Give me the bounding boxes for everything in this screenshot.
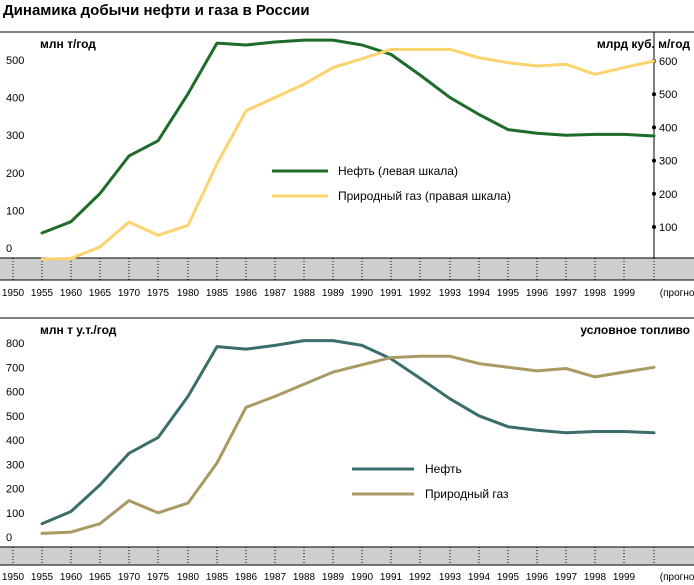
left-tick-label: 300: [6, 130, 24, 142]
x-tick-label: 1993: [439, 288, 462, 299]
left-tick-label: 400: [6, 93, 24, 105]
right-tick-dot: [652, 191, 656, 196]
right-tick-dot: [652, 125, 656, 130]
x-tick-label: 1995: [497, 288, 520, 299]
series-line-1: [40, 38, 656, 235]
x-tick-label: 1992: [409, 572, 432, 583]
x-tick-label: 1999: [613, 288, 636, 299]
right-axis-label: условное топливо: [580, 323, 690, 337]
right-tick-dot: [652, 92, 656, 97]
left-tick-label: 200: [6, 484, 24, 496]
x-tick-label: 1975: [147, 572, 170, 583]
x-tick-label: 1995: [497, 572, 520, 583]
x-tick-label: 1987: [264, 572, 287, 583]
left-tick-label: 100: [6, 508, 24, 520]
legend-label: Природный газ: [425, 487, 509, 501]
left-tick-label: 500: [6, 55, 24, 67]
x-tick-label: 1970: [118, 288, 141, 299]
left-tick-label: 0: [6, 532, 12, 544]
x-tick-label: 1970: [118, 572, 141, 583]
x-tick-label: 1990: [351, 288, 374, 299]
x-tick-label: 1985: [206, 288, 229, 299]
right-tick-label: 200: [659, 189, 677, 201]
left-tick-label: 500: [6, 411, 24, 423]
axis-band: [0, 547, 694, 565]
right-tick-label: 300: [659, 156, 677, 168]
chart-panel-2: [0, 317, 694, 566]
x-tick-label: 1996: [526, 572, 549, 583]
x-tick-label: 1985: [206, 572, 229, 583]
x-tick-label: 1986: [235, 572, 258, 583]
x-tick-label: 1950: [2, 572, 25, 583]
x-tick-label: 1960: [60, 288, 83, 299]
x-tick-label: 1965: [89, 572, 112, 583]
x-tick-label: 1960: [60, 572, 83, 583]
series-line-2: [40, 354, 656, 535]
x-tick-label: 1998: [584, 572, 607, 583]
left-tick-label: 600: [6, 387, 24, 399]
right-tick-label: 400: [659, 122, 677, 134]
x-tick-label: 1955: [31, 288, 54, 299]
x-tick-label: (прогноз): [660, 572, 694, 583]
x-tick-label: 1991: [380, 572, 403, 583]
chart-panel-1: [0, 31, 694, 281]
right-tick-label: 500: [659, 89, 677, 101]
right-tick-label: 600: [659, 56, 677, 68]
right-tick-label: 100: [659, 222, 677, 234]
legend-label: Нефть (левая шкала): [338, 164, 458, 178]
right-tick-dot: [652, 158, 656, 163]
x-tick-label: 1992: [409, 288, 432, 299]
page-title: Динамика добычи нефти и газа в России: [3, 2, 310, 19]
x-tick-label: 1987: [264, 288, 287, 299]
x-tick-label: 1955: [31, 572, 54, 583]
left-tick-label: 100: [6, 205, 24, 217]
x-tick-label: 1996: [526, 288, 549, 299]
x-tick-label: 1990: [351, 572, 374, 583]
x-tick-label: 1997: [555, 572, 578, 583]
left-tick-label: 400: [6, 435, 24, 447]
right-tick-dot: [652, 225, 656, 229]
axis-band: [0, 258, 694, 280]
series-line-2: [40, 47, 656, 261]
x-tick-label: 1994: [468, 288, 491, 299]
x-tick-label: 1988: [293, 572, 316, 583]
x-tick-label: 1980: [177, 572, 200, 583]
left-tick-label: 0: [6, 243, 12, 255]
x-tick-label: 1997: [555, 288, 578, 299]
x-tick-label: 1980: [177, 288, 200, 299]
x-tick-label: (прогноз): [660, 288, 694, 299]
left-tick-label: 200: [6, 168, 24, 180]
left-tick-label: 800: [6, 338, 24, 350]
left-tick-label: 700: [6, 362, 24, 374]
left-axis-label: млн т у.т./год: [40, 323, 117, 337]
x-tick-label: 1989: [322, 288, 345, 299]
legend-label: Природный газ (правая шкала): [338, 189, 511, 203]
x-tick-label: 1975: [147, 288, 170, 299]
x-tick-label: 1986: [235, 288, 258, 299]
right-axis-label: млрд куб. м/год: [597, 37, 690, 51]
left-axis-label: млн т/год: [40, 37, 96, 51]
legend-label: Нефть: [425, 462, 462, 476]
x-tick-label: 1950: [2, 288, 25, 299]
x-tick-label: 1991: [380, 288, 403, 299]
left-tick-label: 300: [6, 459, 24, 471]
x-tick-label: 1988: [293, 288, 316, 299]
x-tick-label: 1994: [468, 572, 491, 583]
x-tick-label: 1999: [613, 572, 636, 583]
x-tick-label: 1989: [322, 572, 345, 583]
series-line-1: [40, 339, 656, 526]
x-tick-label: 1993: [439, 572, 462, 583]
x-tick-label: 1998: [584, 288, 607, 299]
x-tick-label: 1965: [89, 288, 112, 299]
